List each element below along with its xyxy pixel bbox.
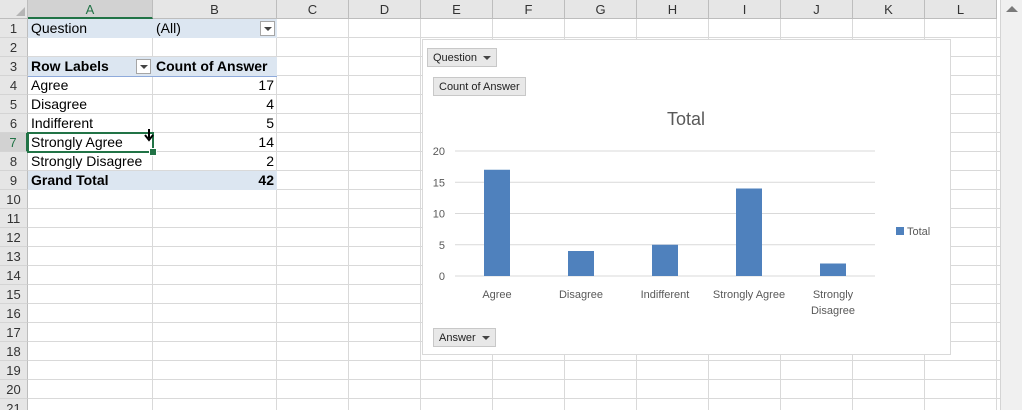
- row-header-6[interactable]: 6: [0, 114, 28, 133]
- column-header-i[interactable]: I: [709, 0, 781, 19]
- y-tick-label: 5: [439, 240, 445, 252]
- pivot-item-count[interactable]: 2: [266, 153, 274, 169]
- bar[interactable]: [652, 244, 678, 276]
- chart-question-filter-label: Question: [433, 52, 478, 64]
- row-header-10[interactable]: 10: [0, 190, 28, 209]
- row-header-21[interactable]: 21: [0, 399, 28, 410]
- pivot-item-count[interactable]: 17: [258, 77, 274, 93]
- pivot-item-label[interactable]: Strongly Agree: [31, 134, 123, 150]
- pivot-filter-label[interactable]: Question: [31, 20, 88, 36]
- row-header-12[interactable]: 12: [0, 228, 28, 247]
- bar[interactable]: [820, 263, 846, 277]
- column-header-k[interactable]: K: [853, 0, 925, 19]
- chart-values-field-label: Count of Answer: [439, 81, 520, 93]
- chevron-down-icon: [483, 56, 492, 61]
- x-tick-label: Strongly Agree: [713, 289, 785, 301]
- column-header-d[interactable]: D: [349, 0, 421, 19]
- column-header-a[interactable]: A: [28, 0, 153, 19]
- pivot-filter-dropdown-icon[interactable]: [260, 21, 275, 36]
- pivot-header-band: [28, 57, 277, 76]
- row-header-18[interactable]: 18: [0, 342, 28, 361]
- row-header-8[interactable]: 8: [0, 152, 28, 171]
- bar[interactable]: [568, 251, 594, 276]
- pivot-row-labels-header[interactable]: Row Labels: [31, 58, 109, 74]
- drag-cursor-icon: [144, 129, 154, 142]
- column-header-c[interactable]: C: [277, 0, 349, 19]
- pivot-value-header[interactable]: Count of Answer: [156, 58, 268, 74]
- pivot-item-count[interactable]: 4: [266, 96, 274, 112]
- legend-swatch: [896, 227, 904, 235]
- y-tick-label: 0: [439, 271, 445, 283]
- row-header-5[interactable]: 5: [0, 95, 28, 114]
- chart-question-filter-button[interactable]: Question: [427, 48, 498, 67]
- x-tick-label: Agree: [482, 289, 511, 301]
- row-header-13[interactable]: 13: [0, 247, 28, 266]
- chart-title[interactable]: Total: [667, 109, 706, 129]
- pivot-item-label[interactable]: Indifferent: [31, 115, 94, 131]
- row-header-7[interactable]: 7: [0, 133, 28, 152]
- column-header-j[interactable]: J: [781, 0, 853, 19]
- pivot-grand-total-value[interactable]: 42: [258, 172, 274, 188]
- x-tick-label: Disagree: [559, 289, 603, 301]
- row-header-19[interactable]: 19: [0, 361, 28, 380]
- pivot-filter-value[interactable]: (All): [156, 20, 181, 36]
- pivot-item-label[interactable]: Strongly Disagree: [31, 153, 143, 169]
- row-header-2[interactable]: 2: [0, 38, 28, 57]
- select-all-corner[interactable]: [0, 0, 28, 19]
- chart-answer-axis-label: Answer: [439, 332, 476, 344]
- row-header-11[interactable]: 11: [0, 209, 28, 228]
- pivot-item-count[interactable]: 14: [258, 134, 274, 150]
- row-header-17[interactable]: 17: [0, 323, 28, 342]
- pivot-item-count[interactable]: 5: [266, 115, 274, 131]
- chart-values-field-button[interactable]: Count of Answer: [433, 77, 526, 96]
- column-header-b[interactable]: B: [153, 0, 277, 19]
- bar[interactable]: [736, 188, 762, 277]
- fill-handle[interactable]: [149, 148, 157, 156]
- chart-answer-axis-button[interactable]: Answer: [433, 328, 496, 347]
- pivot-item-label[interactable]: Disagree: [31, 96, 88, 112]
- scroll-up-arrow-icon[interactable]: [1006, 6, 1018, 12]
- row-labels-filter-icon[interactable]: [136, 59, 151, 74]
- bar[interactable]: [484, 169, 510, 276]
- row-header-20[interactable]: 20: [0, 380, 28, 399]
- x-tick-label: Indifferent: [641, 289, 690, 301]
- row-header-14[interactable]: 14: [0, 266, 28, 285]
- legend-label[interactable]: Total: [907, 226, 930, 238]
- row-header-3[interactable]: 3: [0, 57, 28, 76]
- y-tick-label: 10: [433, 209, 445, 221]
- pivot-chart[interactable]: Question Count of Answer Total 0 5 10 15 20 A…: [422, 39, 951, 355]
- pivot-filter-band: [28, 19, 277, 38]
- column-header-g[interactable]: G: [565, 0, 637, 19]
- active-cell-selection: [27, 132, 154, 153]
- row-header-15[interactable]: 15: [0, 285, 28, 304]
- chart-plot: 0 5 10 15 20 Agree Disagree Indifferent Strongly…: [433, 146, 931, 317]
- pivot-total-band: [28, 171, 277, 190]
- row-header-1[interactable]: 1: [0, 19, 28, 38]
- row-header-4[interactable]: 4: [0, 76, 28, 95]
- row-header-16[interactable]: 16: [0, 304, 28, 323]
- column-header-e[interactable]: E: [421, 0, 493, 19]
- chevron-down-icon: [481, 336, 490, 341]
- y-tick-label: 15: [433, 177, 445, 189]
- row-header-9[interactable]: 9: [0, 171, 28, 190]
- pivot-grand-total-label[interactable]: Grand Total: [31, 172, 109, 188]
- pivot-item-label[interactable]: Agree: [31, 77, 69, 93]
- column-header-l[interactable]: L: [925, 0, 997, 19]
- y-tick-label: 20: [433, 146, 445, 158]
- column-header-h[interactable]: H: [637, 0, 709, 19]
- x-tick-label: Strongly Disagree: [811, 289, 855, 317]
- column-header-f[interactable]: F: [493, 0, 565, 19]
- vertical-scrollbar[interactable]: [1000, 0, 1022, 410]
